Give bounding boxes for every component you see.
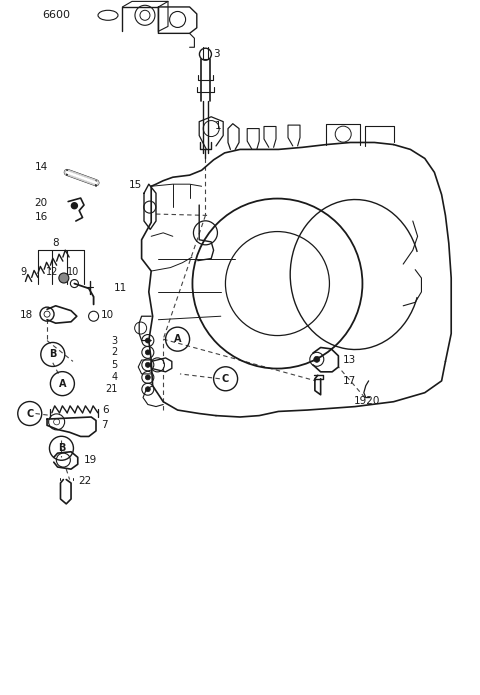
Text: 9: 9	[20, 268, 26, 277]
Circle shape	[145, 375, 150, 380]
Circle shape	[145, 386, 150, 392]
Text: 15: 15	[129, 180, 142, 190]
Text: 10: 10	[67, 268, 80, 277]
Text: A: A	[174, 334, 181, 344]
Text: 17: 17	[343, 376, 357, 386]
Text: 2: 2	[111, 348, 118, 357]
Circle shape	[314, 357, 320, 362]
Text: 7: 7	[101, 420, 108, 430]
Text: A: A	[59, 379, 66, 389]
Text: 13: 13	[343, 355, 357, 365]
Text: 3: 3	[111, 336, 118, 345]
Text: 12: 12	[46, 268, 59, 277]
Circle shape	[145, 338, 150, 343]
Text: B: B	[58, 443, 65, 453]
Text: 22: 22	[78, 476, 91, 486]
Text: 18: 18	[20, 310, 34, 320]
Text: 20: 20	[35, 198, 48, 208]
Text: 11: 11	[114, 284, 128, 293]
Text: 10: 10	[101, 310, 114, 320]
Text: 4: 4	[111, 373, 118, 382]
Text: 16: 16	[35, 212, 48, 222]
Text: 14: 14	[35, 162, 48, 172]
Text: 8: 8	[52, 238, 59, 248]
Text: 3: 3	[214, 49, 220, 58]
Text: 19: 19	[84, 455, 97, 465]
Text: 1920: 1920	[354, 396, 381, 406]
Text: C: C	[222, 374, 229, 384]
Circle shape	[145, 350, 150, 355]
Text: C: C	[26, 409, 34, 418]
Text: 6: 6	[102, 405, 108, 415]
Text: 5: 5	[111, 360, 118, 370]
Circle shape	[72, 203, 77, 208]
Text: 6600: 6600	[42, 10, 70, 20]
Circle shape	[59, 273, 69, 283]
Circle shape	[145, 362, 150, 368]
Text: B: B	[49, 350, 57, 359]
Text: 21: 21	[105, 384, 118, 394]
Text: 1: 1	[215, 122, 222, 131]
